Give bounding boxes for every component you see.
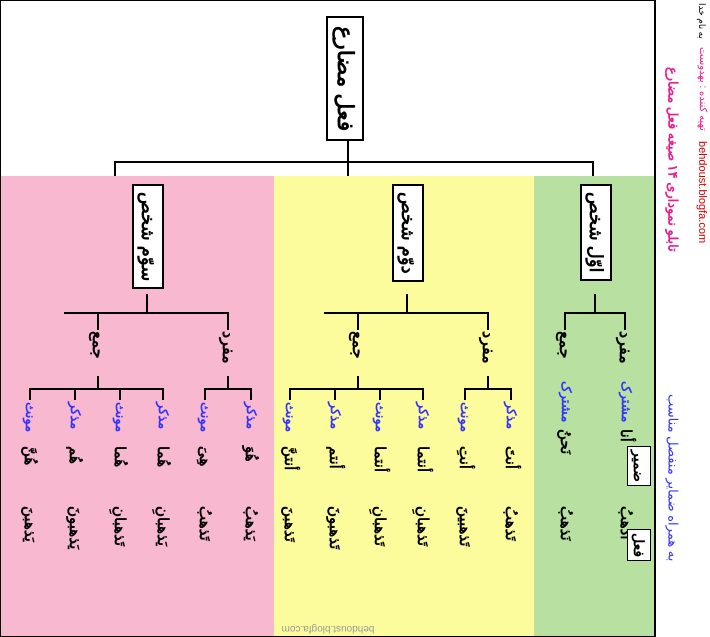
pronoun: أنا [616,429,634,442]
verb: یَذهبنَ [20,506,38,542]
person-first: اوّل شخص [580,184,612,281]
num-singular: مفرد [478,331,497,364]
zone-second-person: دوّم شخص مفرد جمع مذکر مونث مذکر مونث مذ… [274,176,534,636]
num-singular: مفرد [218,331,237,364]
verb: تَذهبُ [195,506,213,541]
tree-diagram: فعل مضارع اوّل شخص مفرد جمع مشترک مشترک … [0,0,655,637]
num-singular: مفرد [615,331,634,364]
pronoun: أنتِ [455,446,473,469]
gender-fem: مونث [373,402,388,432]
gender-masc: مذکر [156,402,171,429]
zone-first-person: اوّل شخص مفرد جمع مشترک مشترک أنا نَحنُ … [534,176,654,636]
verb: یَذهبونَ [65,506,83,549]
verb: تَذهبینَ [455,506,473,546]
gender-fem: مونث [113,402,128,432]
pronoun: أنتما [413,446,431,472]
pronoun: هُنَّ [20,446,38,465]
top-label: به نام خدا [683,0,710,42]
title-pink: تابلو نموداری ۱۴ صیغه فعل مضارع [656,0,683,319]
author-label: تهیه کننده : بهدوست [683,42,710,136]
gender-fem: مونث [283,402,298,432]
verb: تَذهبانِ [110,506,128,546]
verb: تَذهبونَ [325,506,343,549]
verb: نَذهبُ [556,506,574,541]
pronoun: أنتنَّ [280,446,298,470]
watermark: behdoust.blogfa.com [281,623,374,634]
gender-common: مشترک [619,381,634,422]
verb: تَذهبانِ [370,506,388,546]
pronoun: هِیَ [195,446,213,466]
title-blue: به همراه ضمایر منفصل مناسب [656,319,683,637]
gender-fem: مونث [458,402,473,432]
person-second: دوّم شخص [392,184,424,282]
num-plural: جمع [88,331,107,359]
pronoun: هُوَ [241,446,259,462]
gender-masc: مذکر [328,402,343,429]
gender-masc: مذکر [244,402,259,429]
gender-common: مشترک [559,381,574,422]
num-plural: جمع [348,331,367,359]
pronoun: هُما [110,446,128,467]
gender-fem: مونث [23,402,38,432]
gender-masc: مذکر [416,402,431,429]
gender-fem: مونث [198,402,213,432]
verb: تَذهبُ [501,506,519,541]
sidebar: به نام خدا تهیه کننده : بهدوست behdoust.… [655,0,710,637]
person-third: سوّم شخص [132,184,164,289]
url-label: behdoust.blogfa.com [683,136,710,248]
pronoun: أنتم [325,446,343,469]
verb: یَذهبانِ [153,506,171,546]
legend-verb: فعل [627,529,651,561]
gender-masc: مذکر [504,402,519,429]
root-node: فعل مضارع [326,16,364,141]
num-plural: جمع [555,331,574,359]
legend-pronoun: ضمیر [627,446,651,486]
zone-third-person: سوّم شخص مفرد جمع مذکر مونث مذکر مونث مذ… [1,176,274,636]
pronoun: هُما [153,446,171,467]
gender-masc: مذکر [68,402,83,429]
pronoun: أنتما [370,446,388,472]
pronoun: نَحنُ [556,429,574,454]
pronoun: هُم [65,446,83,464]
verb: یَذهبُ [241,506,259,541]
verb: تَذهبانِ [413,506,431,546]
pronoun: أنتَ [501,446,519,469]
verb: تَذهبنَ [280,506,298,542]
